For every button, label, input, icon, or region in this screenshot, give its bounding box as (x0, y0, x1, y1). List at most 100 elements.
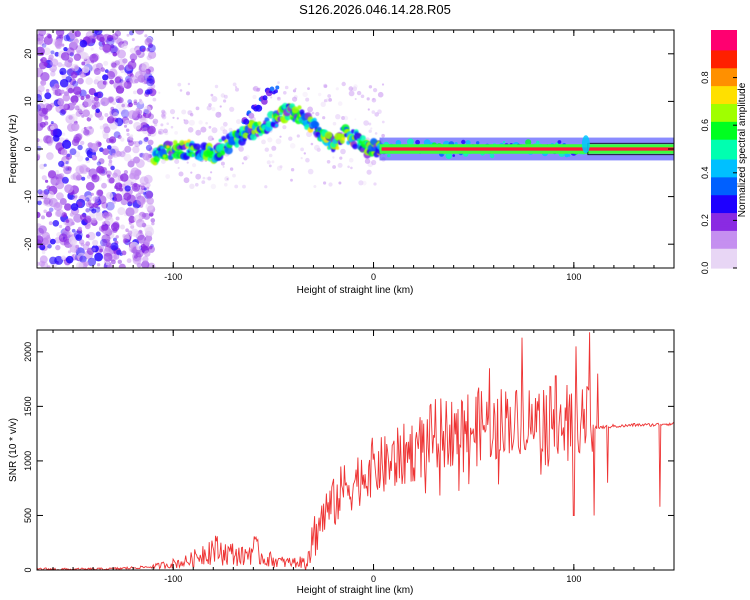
spectrogram-x-axis-label: Height of straight line (km) (297, 285, 414, 296)
spectrogram-ridge-blob (218, 138, 223, 143)
spectrogram-noise-blob (106, 71, 116, 80)
colorbar-cell (711, 232, 737, 235)
colorbar-cell (711, 224, 737, 227)
colorbar-cell (711, 149, 737, 152)
spectrogram-noise-blob (271, 160, 275, 164)
spectrogram-ridge-blob (387, 153, 391, 158)
x-tick-label: -100 (164, 272, 182, 282)
colorbar-cell (711, 210, 737, 214)
colorbar-tick-label: 0.0 (700, 262, 710, 275)
spectrogram-ridge-blob (360, 147, 365, 153)
spectrogram-ridge-blob (581, 135, 590, 154)
spectrogram-noise-blob (59, 224, 63, 229)
spectrogram-noise-blob (271, 145, 277, 151)
spectrogram-noise-blob (300, 157, 303, 160)
spectrogram-noise-blob (267, 137, 273, 143)
spectrogram-noise-blob (256, 136, 261, 140)
spectrogram-noise-blob (300, 147, 304, 152)
spectrogram-noise-blob (292, 96, 298, 102)
spectrogram-noise-blob (72, 196, 77, 201)
spectrogram-noise-blob (222, 165, 225, 168)
spectrogram-noise-blob (62, 93, 71, 102)
spectrogram-noise-blob (137, 234, 147, 244)
colorbar-cell (711, 188, 737, 192)
spectrogram-noise-blob (39, 31, 44, 35)
colorbar-cell (711, 129, 737, 132)
spectrogram-noise-blob (131, 183, 141, 192)
spectrogram-noise-blob (114, 30, 121, 37)
spectrogram-ridge-blob (242, 132, 249, 139)
spectrogram-noise-blob (129, 134, 134, 138)
spectrogram-noise-blob (208, 125, 212, 129)
spectrogram-noise-blob (102, 148, 110, 156)
colorbar-cell (711, 69, 737, 73)
spectrogram-noise-blob (235, 87, 239, 92)
colorbar-cell (711, 162, 737, 166)
spectrogram-noise-blob (143, 250, 151, 257)
spectrogram-noise-blob (102, 133, 109, 140)
spectrogram-noise-blob (129, 75, 139, 84)
colorbar-cell (711, 121, 737, 124)
spectrogram-noise-blob (381, 133, 385, 138)
spectrogram-noise-blob (112, 221, 120, 229)
spectrogram-noise-blob (222, 121, 228, 127)
spectrogram-noise-blob (128, 102, 133, 108)
spectrogram-noise-blob (60, 148, 68, 156)
spectrogram-noise-blob (79, 165, 89, 175)
colorbar-cell (711, 101, 737, 104)
spectrogram-noise-blob (358, 180, 364, 186)
spectrogram-noise-blob (142, 48, 146, 52)
spectrogram-noise-blob (356, 90, 362, 96)
spectrogram-noise-blob (152, 120, 156, 124)
colorbar-cell (711, 258, 737, 261)
spectrogram-noise-blob (264, 147, 269, 152)
spectrogram-noise-blob (201, 180, 206, 185)
spectrogram-noise-blob (381, 83, 385, 86)
spectrogram-noise-blob (161, 114, 167, 120)
spectrogram-noise-blob (124, 145, 132, 153)
spectrogram-noise-blob (215, 111, 222, 118)
spectrogram-noise-blob (138, 98, 142, 102)
colorbar-cell (711, 158, 737, 162)
spectrogram-noise-blob (43, 197, 54, 207)
spectrogram-noise-blob (64, 203, 72, 211)
spectrogram-noise-blob (121, 102, 128, 109)
spectrogram-noise-blob (323, 181, 327, 185)
spectrogram-noise-blob (169, 109, 176, 115)
spectrogram-noise-blob (97, 195, 107, 205)
spectrogram-noise-blob (324, 84, 328, 88)
spectrogram-noise-blob (37, 94, 42, 103)
spectrogram-noise-blob (107, 116, 115, 124)
spectrogram-noise-blob (112, 227, 118, 233)
spectrogram-ridge-blob (209, 147, 214, 152)
spectrogram-ridge-blob (162, 154, 167, 158)
spectrogram-noise-blob (166, 122, 169, 125)
spectrogram-noise-blob (122, 234, 126, 238)
spectrogram-noise-blob (366, 169, 372, 175)
colorbar-cell (711, 37, 737, 41)
spectrogram-noise-blob (62, 103, 69, 109)
spectrogram-noise-blob (61, 132, 66, 136)
spectrogram-noise-blob (223, 99, 227, 103)
spectrogram-noise-blob (143, 72, 153, 82)
spectrogram-noise-blob (136, 88, 144, 95)
spectrogram-noise-blob (146, 54, 152, 61)
spectrogram-noise-blob (70, 122, 80, 132)
colorbar-cell (711, 57, 737, 61)
spectrogram-noise-blob (210, 183, 217, 190)
spectrogram-noise-blob (90, 192, 94, 196)
spectrogram-noise-blob (108, 177, 115, 184)
colorbar-cell (711, 141, 737, 144)
colorbar-cell (711, 168, 737, 172)
colorbar-cell (711, 236, 737, 239)
colorbar-tick-label: 0.8 (700, 71, 710, 84)
spectrogram-ridge-blob (525, 139, 532, 146)
colorbar-cell (711, 47, 737, 51)
spectrogram-noise-blob (214, 84, 219, 89)
spectrogram-noise-blob (145, 144, 153, 151)
spectrogram-noise-blob (42, 236, 52, 245)
spectrogram-noise-blob (220, 161, 225, 166)
spectrogram-noise-blob (112, 172, 118, 178)
colorbar-cell (711, 192, 737, 196)
spectrogram-noise-blob (108, 162, 113, 167)
